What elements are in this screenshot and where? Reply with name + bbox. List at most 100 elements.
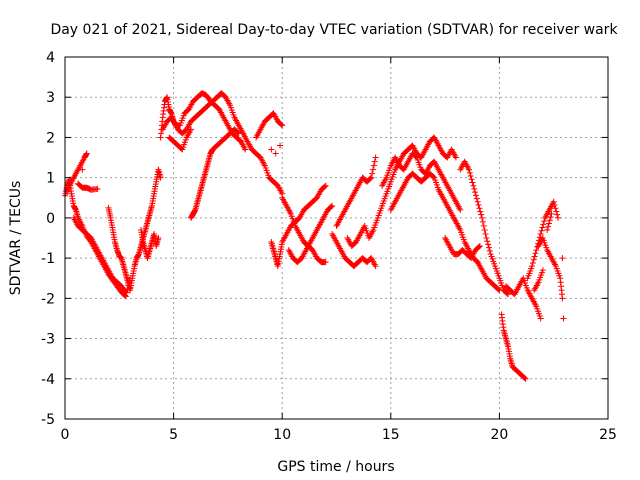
data-point <box>545 223 552 230</box>
x-tick-label: 25 <box>599 427 617 443</box>
data-point <box>468 176 475 183</box>
data-point <box>412 153 419 160</box>
data-point <box>467 173 474 180</box>
plot-frame <box>64 56 609 420</box>
data-point <box>486 247 493 254</box>
data-point <box>546 217 553 224</box>
data-point <box>537 315 544 322</box>
data-point <box>372 154 379 161</box>
data-point <box>479 214 486 221</box>
data-point <box>328 203 335 210</box>
y-tick-label: -2 <box>41 291 55 307</box>
data-point <box>482 230 489 237</box>
data-point <box>472 189 479 196</box>
data-point <box>234 129 241 136</box>
y-tick-label: 0 <box>46 211 55 227</box>
data-point <box>539 224 546 231</box>
data-point <box>157 174 164 181</box>
chart-title: Day 021 of 2021, Sidereal Day-to-day VTE… <box>50 22 618 38</box>
data-point <box>533 247 540 254</box>
data-point <box>367 175 374 182</box>
data-point <box>122 289 129 296</box>
data-point <box>278 121 285 128</box>
data-point <box>555 214 562 221</box>
data-point <box>452 154 459 161</box>
data-point <box>277 142 284 149</box>
x-tick-label: 5 <box>169 427 178 443</box>
data-point <box>478 211 485 218</box>
data-point <box>531 253 538 260</box>
data-point <box>528 263 535 270</box>
data-point <box>477 208 484 215</box>
data-point <box>279 122 286 129</box>
data-point <box>495 286 502 293</box>
data-point <box>368 174 375 181</box>
data-point <box>538 227 545 234</box>
data-point <box>544 226 551 233</box>
data-point <box>553 208 560 215</box>
data-point <box>83 150 90 157</box>
x-tick-label: 20 <box>490 427 508 443</box>
axis-ticks: 0 5 10 15 20 25 -5 -4 -3 -2 -1 0 1 2 3 4 <box>41 50 617 443</box>
data-point <box>560 315 567 322</box>
y-tick-label: 3 <box>46 90 55 106</box>
data-point <box>530 256 537 263</box>
data-point <box>485 241 492 248</box>
data-point <box>474 198 481 205</box>
data-point <box>559 295 566 302</box>
x-tick-label: 0 <box>61 427 70 443</box>
data-point <box>155 235 162 241</box>
data-point <box>476 205 483 212</box>
data-point <box>329 202 336 209</box>
data-point <box>552 205 559 212</box>
data-point <box>370 162 377 169</box>
data-point <box>476 243 483 250</box>
data-point <box>471 185 478 192</box>
data-point <box>79 166 86 173</box>
data-point <box>504 290 511 297</box>
data-point <box>522 375 529 382</box>
data-point <box>272 150 279 157</box>
data-point <box>369 166 376 173</box>
data-point <box>472 192 479 199</box>
data-point <box>540 221 547 228</box>
data-point <box>465 166 472 173</box>
data-point <box>539 267 546 274</box>
gridlines <box>65 57 608 419</box>
data-point <box>545 220 552 227</box>
data-point <box>559 255 566 262</box>
data-point <box>322 259 329 266</box>
data-point <box>484 238 491 245</box>
x-tick-label: 15 <box>382 427 400 443</box>
y-tick-label: 1 <box>46 171 55 187</box>
data-point <box>537 230 544 237</box>
data-point <box>475 202 482 209</box>
data-point <box>268 146 275 153</box>
y-tick-label: -1 <box>41 251 55 267</box>
data-point <box>483 235 490 241</box>
y-tick-label: 4 <box>46 50 55 66</box>
y-tick-label: -3 <box>41 332 55 348</box>
data-point <box>479 218 486 225</box>
data-point <box>470 182 477 189</box>
y-tick-label: -5 <box>41 412 55 428</box>
data-point <box>369 170 376 177</box>
data-point <box>485 244 492 251</box>
data-point <box>242 146 249 153</box>
data-points <box>62 90 567 382</box>
data-point <box>505 291 512 298</box>
data-point <box>457 206 464 213</box>
data-point <box>473 195 480 202</box>
data-point <box>466 169 473 176</box>
data-point <box>187 126 194 133</box>
data-point <box>541 218 548 225</box>
data-point <box>372 263 379 270</box>
data-point <box>94 185 101 192</box>
data-point <box>480 222 487 229</box>
data-point <box>532 250 539 257</box>
data-point <box>475 243 482 250</box>
data-point <box>121 288 128 295</box>
y-tick-label: 2 <box>46 130 55 146</box>
